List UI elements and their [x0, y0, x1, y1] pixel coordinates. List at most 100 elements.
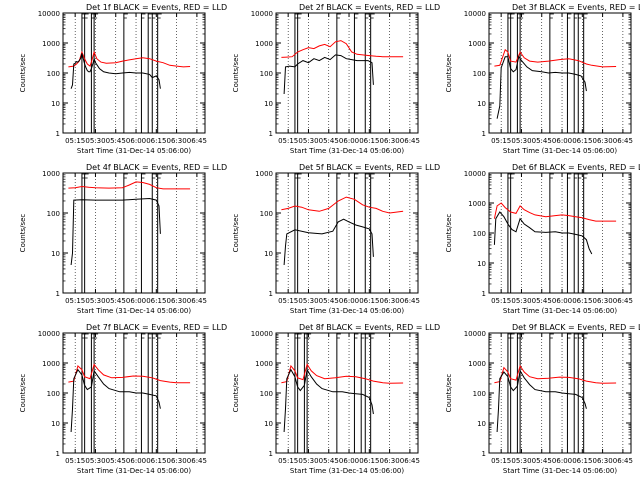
series-line-events [283, 368, 374, 433]
series-line-events [496, 55, 587, 119]
event-marker-flag [123, 13, 128, 19]
event-marker-flag [578, 333, 583, 339]
x-axis-label: Start Time (31-Dec-14 05:06:00) [290, 307, 404, 315]
x-tick-label: 05:15 [65, 297, 85, 305]
x-tick-label: 05:30 [511, 457, 531, 465]
x-tick-label: 05:15 [65, 457, 85, 465]
event-marker-flag [297, 13, 302, 19]
x-tick-label: 06:45 [400, 457, 420, 465]
x-tick-label: 06:15 [572, 457, 592, 465]
event-marker-flag [94, 13, 99, 19]
y-axis-label: Counts/sec [445, 54, 453, 93]
event-marker-flag [91, 333, 96, 339]
series-line-lld [68, 50, 191, 68]
y-tick-label: 10 [264, 100, 273, 108]
event-marker-flag [81, 173, 86, 179]
event-marker-flag [123, 173, 128, 179]
event-marker-flag [94, 333, 99, 339]
y-axis-label: Counts/sec [445, 214, 453, 253]
x-tick-label: 05:30 [298, 457, 318, 465]
event-marker-flag [148, 13, 153, 19]
chart-title: Det 4f BLACK = Events, RED = LLD [86, 163, 227, 172]
series-line-lld [68, 363, 191, 384]
event-marker-flag [510, 173, 515, 179]
y-tick-label: 10000 [251, 330, 273, 338]
event-marker-flag [354, 13, 359, 19]
event-marker-flag [567, 333, 572, 339]
y-tick-label: 1000 [255, 40, 273, 48]
event-marker-flag [148, 333, 153, 339]
y-tick-label: 1000 [468, 200, 486, 208]
x-tick-label: 06:15 [146, 137, 166, 145]
series-line-events [70, 53, 161, 89]
event-marker-flag [123, 333, 128, 339]
event-marker-flag [365, 333, 370, 339]
x-tick-label: 06:00 [126, 297, 146, 305]
chart-panel-4: Det 4f BLACK = Events, RED = LLD 05:15 05:… [19, 163, 227, 315]
x-tick-label: 05:45 [106, 137, 126, 145]
event-marker-flag [91, 13, 96, 19]
y-tick-label: 1 [482, 450, 486, 458]
y-tick-label: 100 [473, 70, 486, 78]
x-tick-label: 06:30 [380, 297, 400, 305]
x-tick-label: 05:45 [319, 137, 339, 145]
x-tick-label: 06:45 [613, 137, 633, 145]
chart-title: Det 7f BLACK = Events, RED = LLD [86, 323, 227, 332]
chart-title: Det 8f BLACK = Events, RED = LLD [299, 323, 440, 332]
x-tick-label: 06:15 [146, 457, 166, 465]
event-marker-flag [370, 333, 375, 339]
x-tick-label: 05:45 [532, 137, 552, 145]
event-marker-flag [583, 173, 588, 179]
event-marker-flag [574, 13, 579, 19]
y-tick-label: 100 [47, 70, 60, 78]
y-tick-label: 10000 [38, 330, 60, 338]
series-line-lld [281, 40, 404, 58]
y-axis-label: Counts/sec [19, 374, 27, 413]
x-tick-label: 06:15 [359, 457, 379, 465]
x-tick-label: 05:45 [106, 297, 126, 305]
event-marker-flag [81, 13, 86, 19]
event-marker-flag [152, 333, 157, 339]
x-tick-label: 06:00 [339, 137, 359, 145]
event-marker-flag [297, 333, 302, 339]
y-tick-label: 1 [269, 450, 273, 458]
chart-title: Det 2f BLACK = Events, RED = LLD [299, 3, 440, 12]
x-tick-label: 05:45 [319, 297, 339, 305]
x-tick-label: 06:45 [187, 137, 207, 145]
series-line-events [283, 218, 374, 266]
series-line-lld [494, 48, 617, 68]
y-tick-label: 10000 [464, 10, 486, 18]
event-marker-flag [157, 13, 162, 19]
x-tick-label: 06:15 [572, 137, 592, 145]
y-tick-label: 10 [51, 100, 60, 108]
event-marker-flag [370, 13, 375, 19]
y-tick-label: 100 [260, 390, 273, 398]
x-tick-label: 06:00 [126, 457, 146, 465]
x-tick-label: 06:00 [552, 297, 572, 305]
event-marker-flag [152, 173, 157, 179]
chart-title: Det 1f BLACK = Events, RED = LLD [86, 3, 227, 12]
x-axis-label: Start Time (31-Dec-14 05:06:00) [77, 467, 191, 475]
y-axis-label: Counts/sec [19, 54, 27, 93]
y-tick-label: 10000 [464, 170, 486, 178]
event-marker-flag [336, 333, 341, 339]
x-tick-label: 06:30 [167, 457, 187, 465]
event-marker-flag [520, 13, 525, 19]
event-marker-flag [141, 333, 146, 339]
event-marker-flag [84, 333, 89, 339]
y-tick-label: 100 [473, 390, 486, 398]
y-tick-label: 10000 [464, 330, 486, 338]
series-line-lld [493, 202, 617, 222]
x-axis-label: Start Time (31-Dec-14 05:06:00) [290, 467, 404, 475]
series-line-events [70, 368, 161, 433]
y-tick-label: 1 [269, 290, 273, 298]
event-marker-flag [307, 333, 312, 339]
event-marker-flag [549, 173, 554, 179]
y-tick-label: 1 [56, 450, 60, 458]
